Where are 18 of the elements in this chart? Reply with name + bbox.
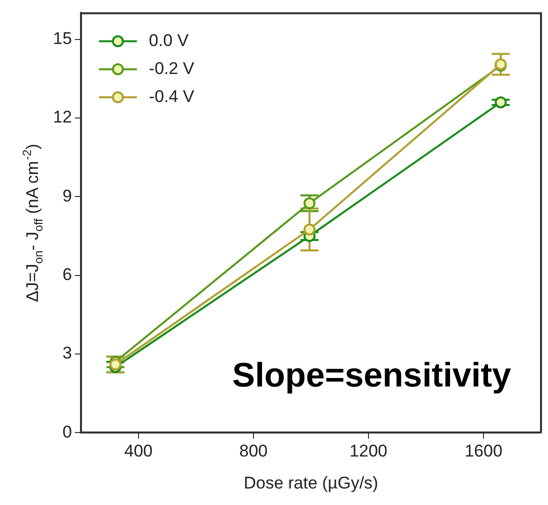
y-tick-label: 0 — [62, 422, 72, 442]
legend-label: 0.0 V — [148, 30, 190, 50]
x-tick-label: 1600 — [464, 441, 502, 460]
y-tick-label: 15 — [52, 29, 72, 48]
x-tick-label: 800 — [239, 441, 268, 460]
point — [304, 223, 316, 236]
legend-label: -0.4 V — [148, 86, 195, 106]
y-tick-label: 6 — [62, 265, 72, 284]
legend-label: -0.2 V — [148, 58, 195, 78]
y-tick-label: 12 — [52, 108, 72, 127]
annotation: Slope=sensitivity — [232, 356, 512, 395]
y-tick-label: 9 — [62, 186, 72, 206]
x-tick-label: 400 — [124, 441, 153, 460]
x-axis-title: Dose rate (µGy/s) — [244, 474, 378, 493]
y-tick-label: 3 — [62, 344, 72, 363]
point — [494, 96, 507, 108]
y-axis-title: ΔJ=Jon- Joff (nA cm-2) — [20, 144, 46, 302]
x-tick-label: 1200 — [350, 441, 388, 460]
